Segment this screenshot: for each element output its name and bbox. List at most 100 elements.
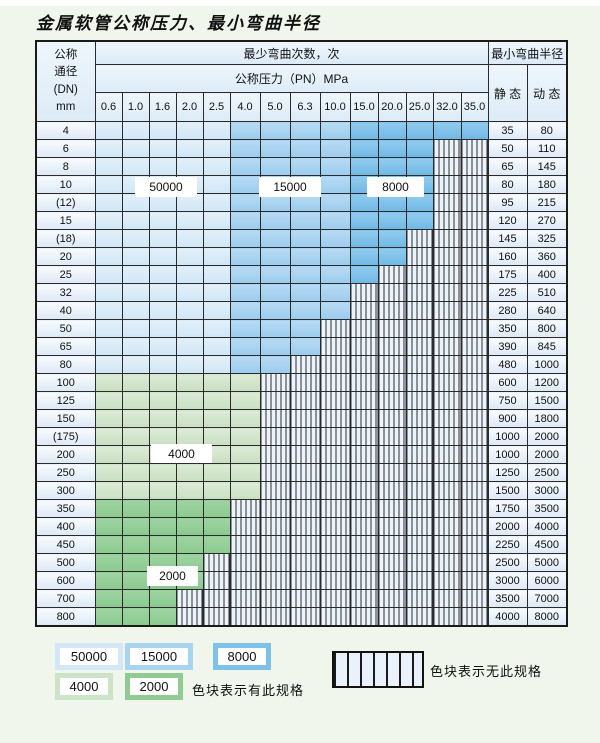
cycle-cell	[94, 553, 123, 572]
pressure-header-cell: 5.0	[259, 92, 291, 122]
cycle-cell	[175, 247, 204, 266]
cycle-cell	[289, 301, 321, 320]
corner-line: (DN)	[53, 83, 78, 96]
no-spec-cell	[319, 445, 351, 464]
cycle-cell	[349, 247, 379, 266]
cycle-cell	[229, 391, 261, 410]
static-radius-cell: 4000	[487, 607, 528, 627]
cycle-cell	[94, 193, 123, 212]
cycle-cell	[121, 211, 150, 230]
dn-cell: 600	[35, 571, 96, 590]
dynamic-radius-cell: 640	[526, 301, 568, 320]
no-spec-cell	[289, 607, 321, 627]
no-spec-cell	[349, 301, 379, 320]
cycle-cell	[175, 211, 204, 230]
cycle-cell	[319, 175, 351, 194]
cycle-cell	[121, 589, 150, 608]
cycle-cell	[377, 247, 407, 266]
no-spec-cell	[229, 589, 261, 608]
dn-cell: 125	[35, 391, 96, 410]
dn-cell: 10	[35, 175, 96, 194]
cycle-cell	[148, 337, 177, 356]
cycle-cell	[319, 121, 351, 140]
no-spec-cell	[259, 607, 291, 627]
cycle-cell	[229, 409, 261, 428]
cycle-cell	[202, 175, 231, 194]
dn-cell: 700	[35, 589, 96, 608]
cycle-cell	[148, 607, 177, 627]
dynamic-radius-cell: 110	[526, 139, 568, 158]
no-spec-cell	[229, 517, 261, 536]
no-spec-cell	[377, 373, 407, 392]
static-radius-cell: 80	[487, 175, 528, 194]
no-spec-cell	[377, 427, 407, 446]
cycle-cell	[121, 535, 150, 554]
no-spec-cell	[405, 229, 434, 248]
no-spec-cell	[405, 265, 434, 284]
cycle-cell	[202, 193, 231, 212]
no-spec-cell	[175, 589, 204, 608]
no-spec-cell	[405, 571, 434, 590]
cycle-cell	[349, 193, 379, 212]
static-radius-cell: 1000	[487, 427, 528, 446]
cycle-cell	[259, 139, 291, 158]
pressure-header-cell: 15.0	[349, 92, 379, 122]
pressure-header-cell: 2.5	[202, 92, 231, 122]
cycle-cell	[202, 139, 231, 158]
no-spec-cell	[289, 571, 321, 590]
cycle-cell	[319, 283, 351, 302]
no-spec-cell	[405, 337, 434, 356]
no-spec-cell	[405, 589, 434, 608]
no-spec-cell	[405, 607, 434, 627]
no-spec-cell	[377, 283, 407, 302]
no-spec-cell	[377, 481, 407, 500]
no-spec-cell	[349, 319, 379, 338]
dn-cell: 25	[35, 265, 96, 284]
no-spec-cell	[460, 409, 489, 428]
no-spec-cell	[377, 607, 407, 627]
cycle-cell	[121, 499, 150, 518]
dynamic-radius-cell: 360	[526, 247, 568, 266]
cycle-cell	[289, 211, 321, 230]
no-spec-cell	[202, 589, 231, 608]
no-spec-cell	[432, 589, 462, 608]
no-spec-cell	[229, 607, 261, 627]
dynamic-radius-cell: 8000	[526, 607, 568, 627]
cycle-cell	[202, 481, 231, 500]
cycle-cell	[319, 157, 351, 176]
no-spec-cell	[432, 499, 462, 518]
cycle-cell	[121, 409, 150, 428]
dynamic-radius-cell: 2500	[526, 463, 568, 482]
no-spec-cell	[432, 355, 462, 374]
cycle-cell	[229, 319, 261, 338]
cycle-cell	[405, 211, 434, 230]
cycle-cell	[175, 157, 204, 176]
cycle-cell	[349, 121, 379, 140]
static-radius-cell: 3500	[487, 589, 528, 608]
pressure-values-row: 0.6 1.0 1.6 2.0 2.5 4.0 5.0 6.3 10.0 15.0 20.0 25.0…	[36, 92, 567, 122]
legend-swatch-value: 2000	[130, 678, 178, 695]
cycle-cell	[259, 337, 291, 356]
cycle-cell	[148, 283, 177, 302]
cycle-cell	[229, 355, 261, 374]
no-spec-cell	[349, 445, 379, 464]
no-spec-cell	[460, 319, 489, 338]
cycle-cell	[319, 193, 351, 212]
no-spec-cell	[349, 409, 379, 428]
static-radius-cell: 65	[487, 157, 528, 176]
cycle-cell	[94, 373, 123, 392]
cycle-cell	[202, 337, 231, 356]
no-spec-cell	[259, 409, 291, 428]
no-spec-cell	[460, 265, 489, 284]
no-spec-cell	[405, 409, 434, 428]
table-row: 600 3000 6000	[35, 571, 568, 590]
no-spec-cell	[460, 535, 489, 554]
table-row: 450 2250 4500	[35, 535, 568, 554]
cycle-cell	[229, 211, 261, 230]
cycle-cell	[94, 607, 123, 627]
cycle-cell	[94, 337, 123, 356]
legend-swatch: 50000	[55, 643, 123, 670]
cycle-cell	[175, 391, 204, 410]
no-spec-cell	[319, 427, 351, 446]
dynamic-radius-cell: 400	[526, 265, 568, 284]
